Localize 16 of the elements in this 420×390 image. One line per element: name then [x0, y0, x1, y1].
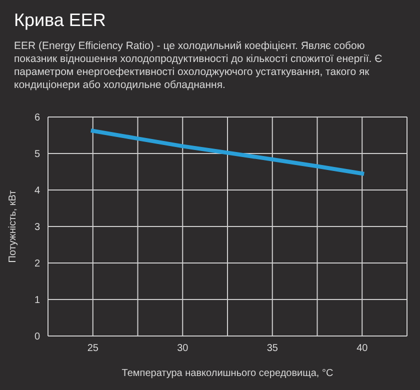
y-tick-label: 3: [34, 222, 40, 234]
y-tick-label: 0: [34, 332, 40, 343]
x-tick-label: 30: [177, 343, 189, 354]
x-tick-label: 35: [266, 343, 278, 354]
x-tick-label: 25: [87, 343, 99, 354]
x-axis-title: Температура навколишнього середовища, °C: [122, 368, 334, 379]
y-tick-label: 6: [34, 112, 40, 124]
y-tick-label: 4: [34, 186, 40, 197]
chart-subtitle: EER (Energy Efficiency Ratio) - це холодильний коефіцієнт. Являє собою показник відношення холодопродуктивності до кількості спожитої енергії. Є параметром енергоефективності охолоджуючого устаткування, такого як кондиціонери або холодильне обладнання.: [14, 40, 384, 92]
line-series: [90, 128, 364, 176]
y-tick-label: 1: [34, 295, 40, 306]
chart-title: Крива EER: [14, 10, 106, 31]
y-axis-title: Потужність, кВт: [8, 190, 19, 263]
y-tick-label: 5: [34, 149, 40, 160]
y-tick-label: 2: [34, 258, 40, 270]
x-tick-label: 40: [356, 343, 368, 354]
